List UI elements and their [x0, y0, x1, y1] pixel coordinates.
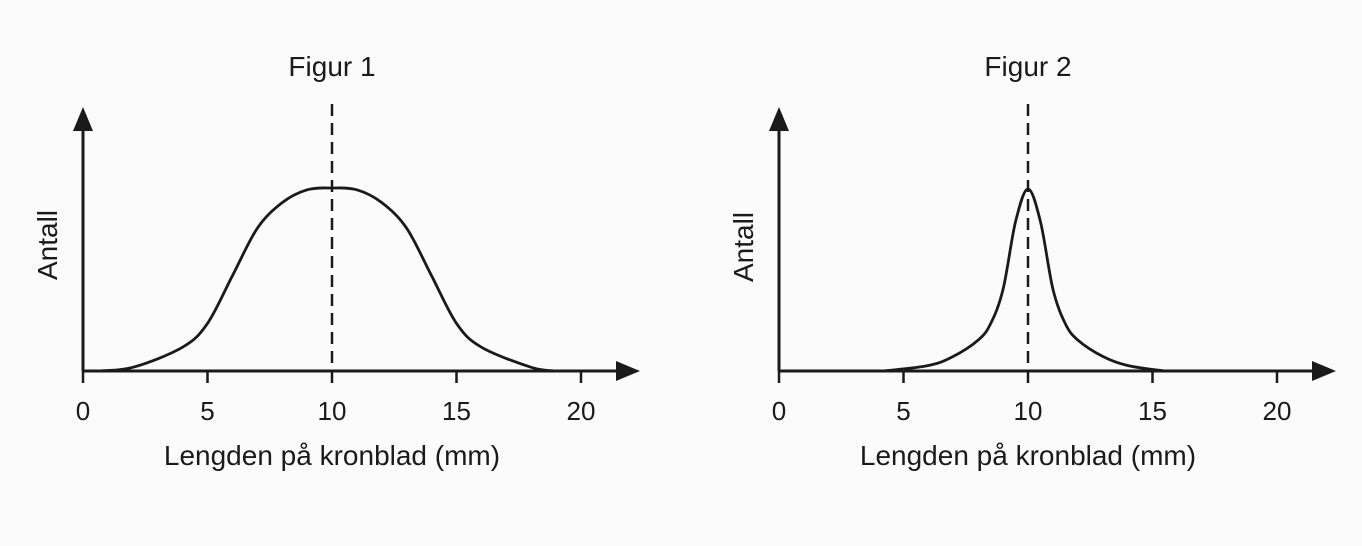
x-tick-label: 15: [1138, 396, 1167, 426]
y-axis-arrowhead: [73, 107, 93, 131]
x-tick-label: 15: [442, 396, 471, 426]
chart-title: Figur 2: [984, 51, 1071, 82]
x-tick-label: 10: [1014, 396, 1043, 426]
y-axis-arrowhead: [769, 107, 789, 131]
y-axis-label: Antall: [32, 210, 63, 280]
chart-title: Figur 1: [288, 51, 375, 82]
x-tick-label: 0: [76, 396, 90, 426]
x-tick-label: 10: [318, 396, 347, 426]
distribution-curve: [95, 186, 557, 373]
x-tick-label: 5: [200, 396, 214, 426]
x-axis-arrowhead: [1312, 361, 1336, 381]
x-tick-label: 0: [772, 396, 786, 426]
x-tick-label: 5: [896, 396, 910, 426]
chart-figur-1: Figur 1 0 5 10 15 20 Lengden på kronblad (mm) A…: [32, 51, 640, 471]
x-tick-label: 20: [1263, 396, 1292, 426]
chart-figur-2: Figur 2 0 5 10 15 20 Lengden på kronblad (mm) A…: [728, 51, 1336, 471]
x-tick-label: 20: [567, 396, 596, 426]
y-axis-label: Antall: [728, 212, 759, 282]
x-axis-arrowhead: [616, 361, 640, 381]
x-axis-label: Lengden på kronblad (mm): [860, 440, 1196, 471]
x-axis-label: Lengden på kronblad (mm): [164, 440, 500, 471]
distribution-curve: [883, 187, 1166, 373]
